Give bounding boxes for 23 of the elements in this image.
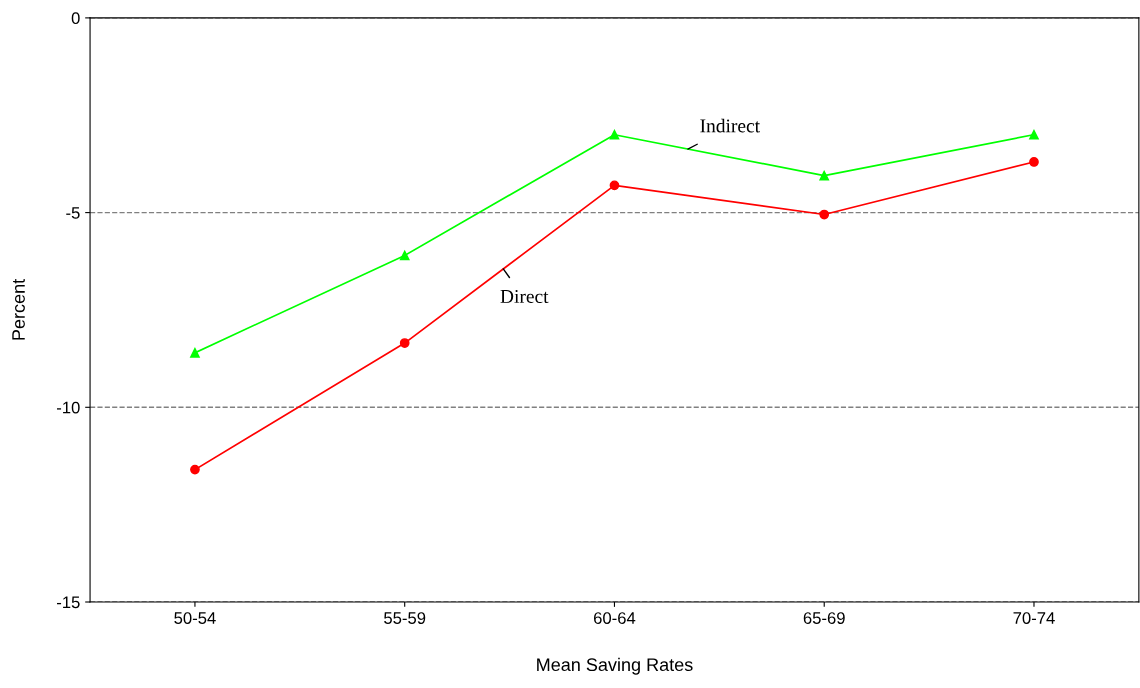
x-tick-label: 60-64 [594,612,636,624]
point [819,209,830,220]
series-label: Direct [500,289,549,303]
point [819,170,830,181]
point [609,180,620,191]
point [399,338,410,348]
x-tick-label: 55-59 [384,612,426,624]
y-tick-label: 0 [71,12,80,25]
x-axis-title: Mean Saving Rates [537,657,693,675]
point [1029,129,1039,140]
series-label: Indirect [700,118,760,133]
point [190,464,200,475]
point [609,129,620,140]
x-tick-label: 50-54 [174,612,216,624]
y-axis-title: Percent [12,278,25,340]
y-tick-label: -5 [66,207,80,219]
x-tick-label: 65-69 [803,612,845,624]
point [399,250,410,261]
point [1029,157,1039,167]
y-tick-label: -15 [56,596,80,609]
point [190,347,200,358]
x-tick-label: 70-74 [1013,612,1055,624]
y-tick-label: -10 [56,401,80,414]
